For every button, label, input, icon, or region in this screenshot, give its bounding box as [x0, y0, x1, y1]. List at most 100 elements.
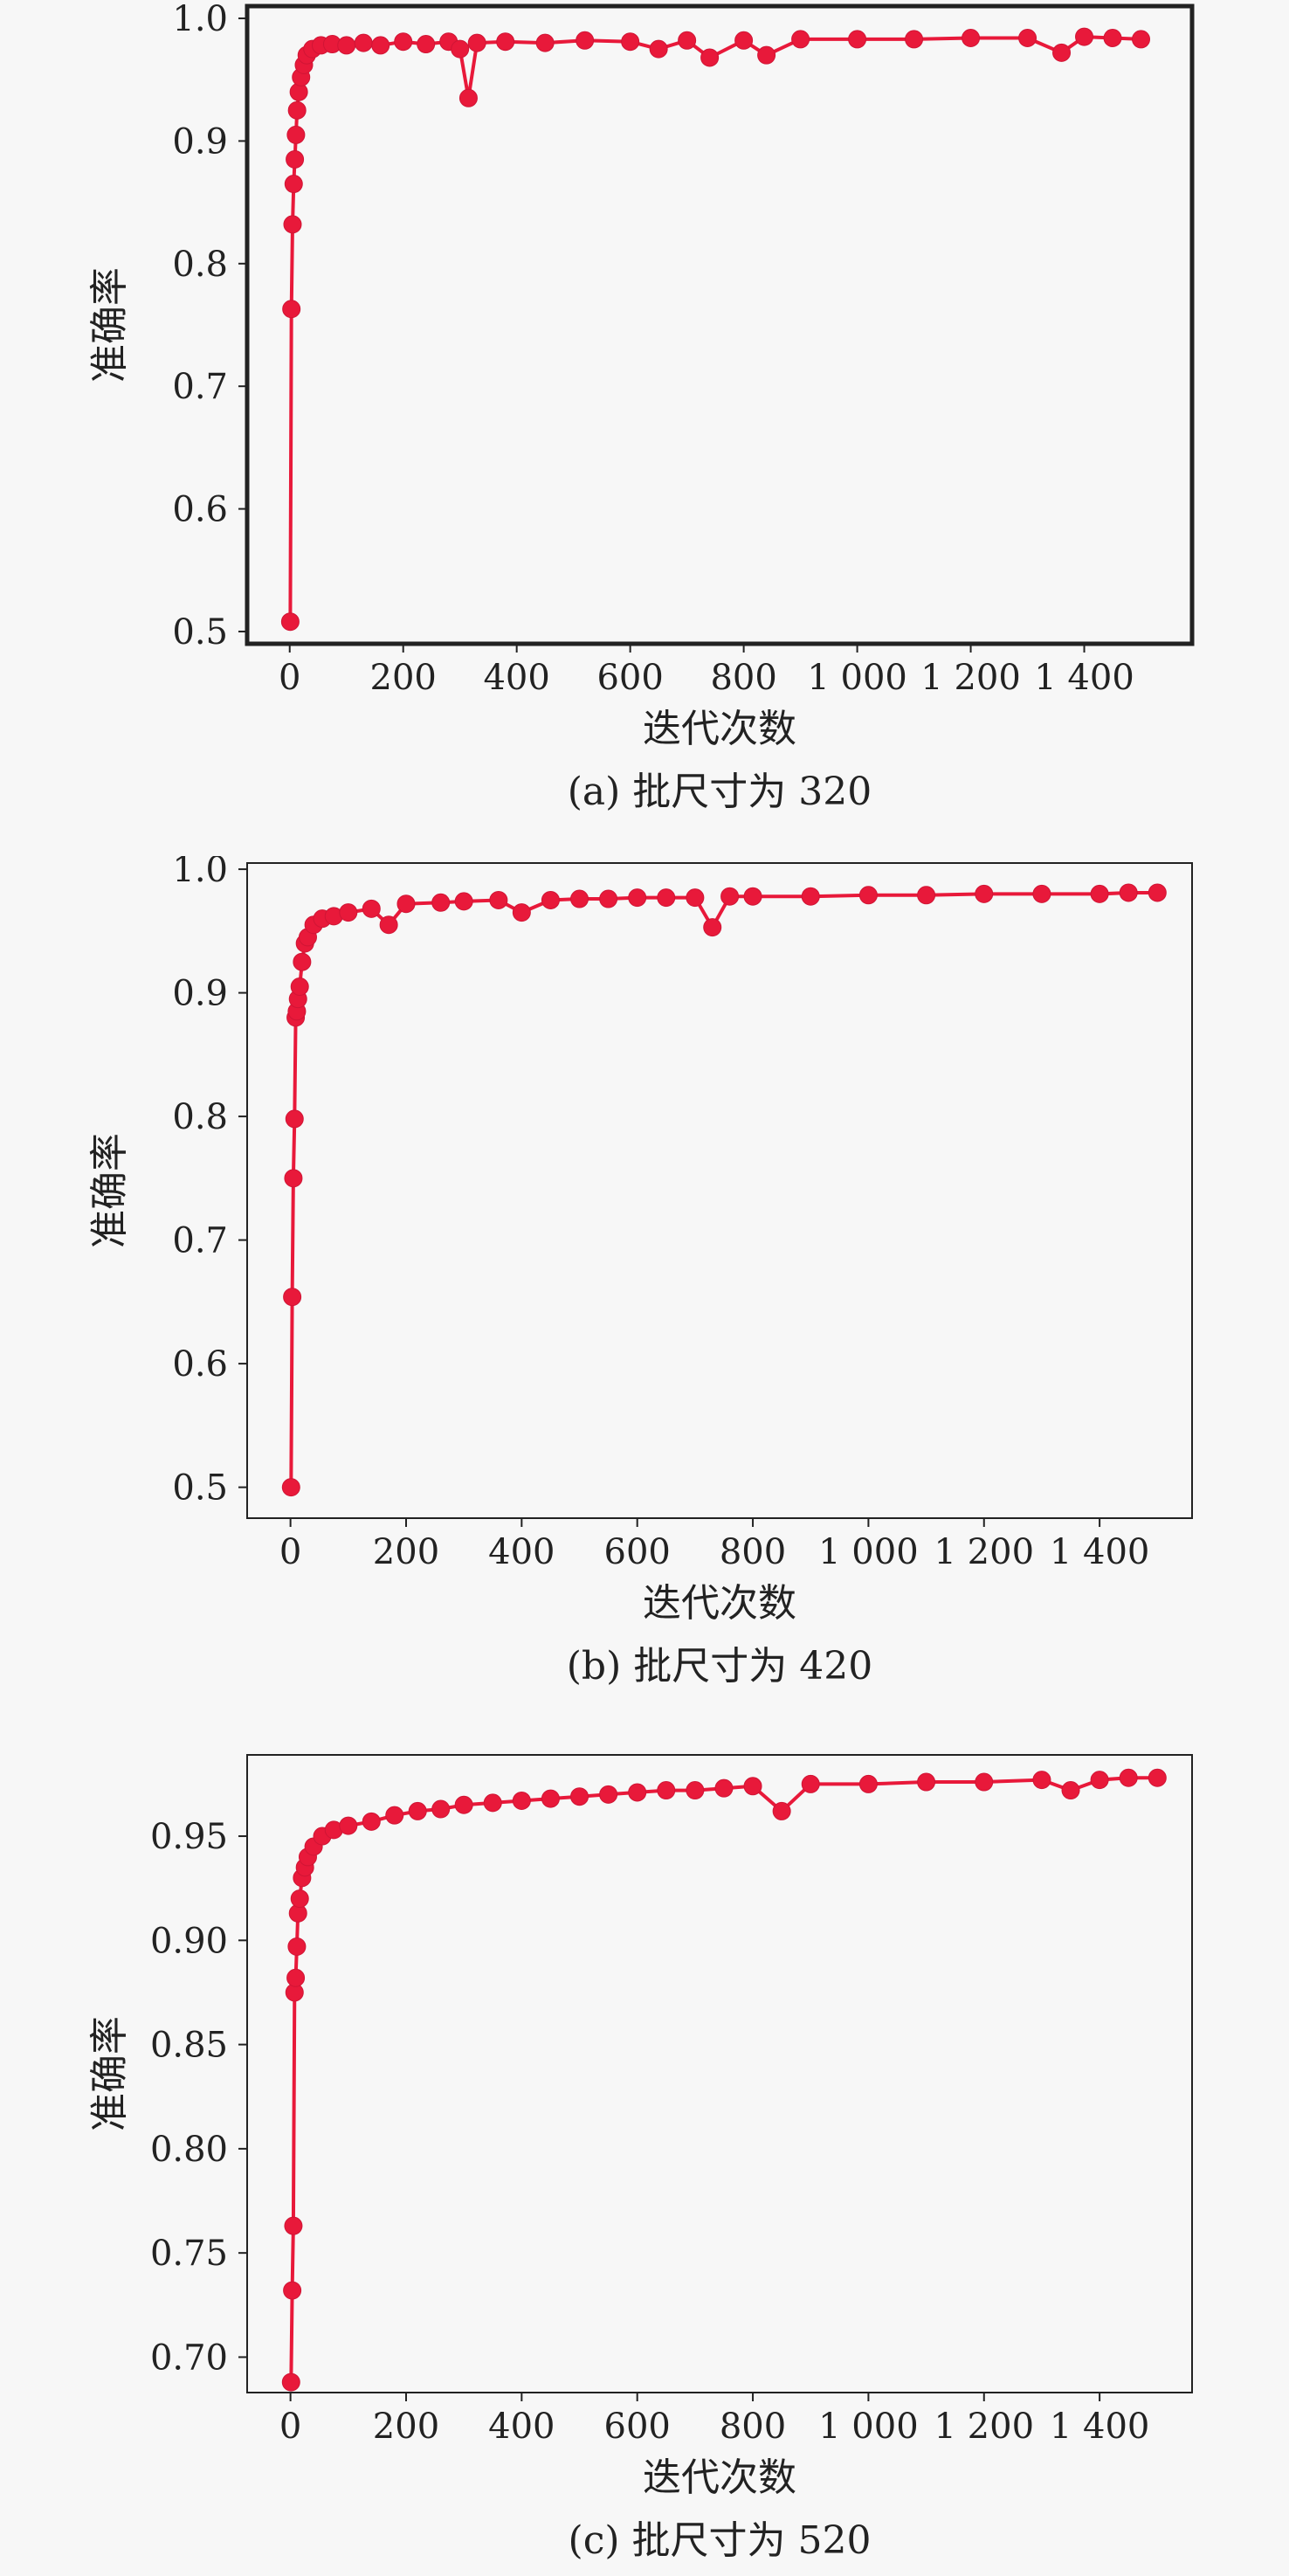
x-tick-label: 600 [596, 658, 663, 698]
data-point [628, 888, 647, 908]
y-tick-label: 0.7 [172, 1221, 228, 1261]
x-tick-label: 1 400 [1050, 2407, 1150, 2447]
data-point [657, 1781, 676, 1800]
y-tick-label: 0.95 [150, 1817, 228, 1857]
x-tick-label: 400 [488, 1532, 555, 1572]
x-tick-label: 400 [483, 658, 549, 698]
data-point [700, 48, 720, 67]
data-point [286, 1968, 306, 1987]
data-point [1148, 883, 1167, 902]
data-point [714, 1778, 734, 1798]
data-point [467, 33, 486, 52]
x-tick-label: 400 [488, 2407, 555, 2447]
data-point [1032, 884, 1051, 903]
x-tick-label: 1 000 [818, 1532, 919, 1572]
data-point [720, 887, 740, 906]
data-point [394, 32, 413, 52]
x-axis-label: 迭代次数 [643, 2455, 796, 2500]
data-point [628, 1783, 647, 1802]
data-point [657, 888, 676, 908]
data-point [283, 215, 302, 234]
data-point [791, 30, 810, 49]
data-point [917, 1772, 936, 1792]
chart-caption-a: (a) 批尺寸为 320 [568, 770, 872, 814]
data-point [801, 1774, 820, 1793]
data-point [282, 300, 301, 319]
data-point [848, 30, 867, 49]
data-point [772, 1801, 791, 1820]
y-axis-label: 准确率 [87, 267, 132, 383]
data-point [396, 894, 416, 914]
data-point [512, 1791, 531, 1810]
data-point [686, 888, 705, 908]
data-point [283, 2281, 302, 2300]
x-tick-label: 800 [710, 658, 776, 698]
x-tick-label: 0 [279, 658, 300, 698]
data-point [354, 33, 373, 52]
data-point [541, 890, 560, 909]
data-point [917, 886, 936, 905]
series-line [289, 891, 1158, 1488]
data-point [454, 1795, 473, 1814]
x-tick-label: 1 000 [818, 2407, 919, 2447]
data-point [975, 1772, 994, 1792]
x-tick-label: 800 [720, 1532, 786, 1572]
x-tick-label: 600 [604, 1532, 671, 1572]
data-point [458, 88, 478, 107]
data-point [280, 612, 300, 632]
y-tick-label: 0.75 [150, 2234, 228, 2274]
data-point [281, 1478, 300, 1497]
data-point [512, 903, 531, 922]
data-point [1061, 1781, 1080, 1800]
data-point [541, 1789, 560, 1808]
data-point [1052, 43, 1072, 62]
data-point [339, 1816, 358, 1835]
y-tick-label: 0.5 [172, 1468, 228, 1509]
data-point [576, 31, 595, 50]
plot-frame [246, 862, 1193, 1519]
y-tick-label: 0.90 [150, 1921, 228, 1961]
x-tick-label: 1 400 [1050, 1532, 1150, 1572]
y-tick-label: 0.8 [172, 1097, 228, 1137]
chart-c-svg: 0 200 400 600 800 1 000 1 200 1 400 0.70 0.75 0.80… [87, 1754, 1193, 2563]
data-point [287, 1937, 307, 1956]
data-point [1032, 1771, 1051, 1790]
data-point [743, 1777, 762, 1796]
data-point [743, 887, 762, 906]
x-tick-label: 200 [373, 1532, 439, 1572]
y-tick-label: 0.9 [172, 974, 228, 1014]
y-tick-label: 0.85 [150, 2026, 228, 2066]
x-tick-label: 1 200 [934, 2407, 1035, 2447]
data-point [599, 889, 618, 908]
data-point [1018, 29, 1037, 47]
y-tick-label: 0.9 [172, 121, 228, 162]
data-point [801, 887, 820, 906]
data-point [1090, 1771, 1109, 1790]
data-point [287, 100, 307, 120]
data-point [1119, 1768, 1138, 1787]
data-point [286, 125, 306, 144]
data-point [599, 1785, 618, 1804]
data-point [757, 45, 776, 65]
data-point [686, 1781, 705, 1800]
data-point [1119, 883, 1138, 902]
x-tick-label: 1 000 [807, 658, 907, 698]
series-line [289, 1776, 1158, 2383]
y-axis-label: 准确率 [87, 2016, 132, 2131]
data-point [858, 886, 878, 905]
data-point [489, 890, 508, 909]
data-point [284, 2216, 303, 2235]
data-point [496, 32, 515, 52]
x-tick-label: 600 [604, 2407, 671, 2447]
y-tick-label: 0.6 [172, 490, 228, 530]
data-point [283, 1288, 302, 1307]
x-axis-label: 迭代次数 [643, 1581, 796, 1626]
data-point [1148, 1768, 1167, 1787]
data-point [1103, 29, 1122, 47]
data-point [649, 39, 668, 59]
y-axis-label: 准确率 [87, 1133, 132, 1248]
series-line [288, 35, 1141, 622]
data-point [362, 899, 381, 918]
data-point [1075, 27, 1094, 46]
